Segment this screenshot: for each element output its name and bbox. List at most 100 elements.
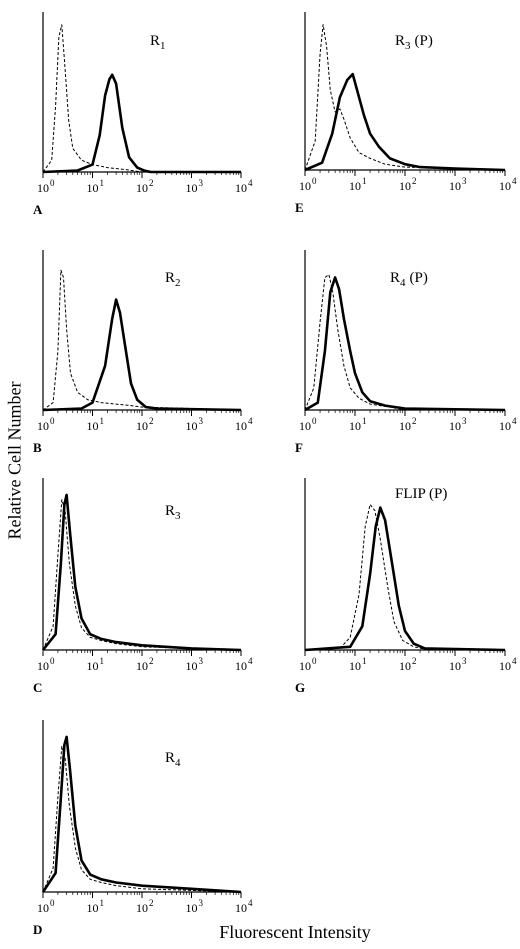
x-tick-exponent: 1 xyxy=(362,656,367,666)
panel-letter: C xyxy=(33,680,42,695)
x-tick-label: 10 xyxy=(136,901,148,915)
x-tick-exponent: 1 xyxy=(100,656,105,666)
x-tick-label: 10 xyxy=(299,659,311,673)
x-tick-label: 10 xyxy=(235,901,247,915)
sample-histogram-line xyxy=(304,506,506,652)
x-tick-exponent: 1 xyxy=(100,178,105,188)
x-tick-exponent: 4 xyxy=(248,416,253,426)
x-tick-exponent: 2 xyxy=(149,898,154,908)
x-tick-exponent: 2 xyxy=(149,656,154,666)
panel-title: R4 xyxy=(165,750,181,769)
x-tick-label: 10 xyxy=(186,659,198,673)
x-tick-exponent: 0 xyxy=(312,656,317,666)
x-tick-label: 10 xyxy=(499,419,511,433)
x-axis-label: Fluorescent Intensity xyxy=(219,922,371,942)
control-histogram-line xyxy=(304,503,505,651)
panel-title: R4 (P) xyxy=(390,270,428,289)
x-tick-label: 10 xyxy=(87,419,99,433)
sample-histogram-line xyxy=(41,493,242,652)
sample-histogram-line xyxy=(42,73,241,174)
x-tick-exponent: 2 xyxy=(149,178,154,188)
x-tick-label: 10 xyxy=(136,181,148,195)
x-tick-label: 10 xyxy=(499,179,511,193)
control-histogram-line xyxy=(304,274,505,411)
x-tick-label: 10 xyxy=(449,419,461,433)
panel-title: R3 xyxy=(165,503,181,522)
x-tick-label: 10 xyxy=(399,419,411,433)
x-tick-exponent: 0 xyxy=(50,898,55,908)
sample-histogram-line xyxy=(304,72,506,172)
control-histogram-line xyxy=(42,499,242,651)
panel-title: R3 (P) xyxy=(395,33,433,52)
x-tick-label: 10 xyxy=(37,659,49,673)
x-tick-label: 10 xyxy=(299,419,311,433)
panel-title: R1 xyxy=(150,33,166,52)
x-tick-label: 10 xyxy=(349,659,361,673)
x-tick-label: 10 xyxy=(349,419,361,433)
x-tick-exponent: 3 xyxy=(199,178,204,188)
x-tick-label: 10 xyxy=(87,181,99,195)
x-tick-label: 10 xyxy=(37,181,49,195)
x-tick-exponent: 4 xyxy=(512,656,517,666)
x-tick-exponent: 3 xyxy=(199,656,204,666)
sample-histogram-line xyxy=(42,298,242,412)
x-tick-exponent: 1 xyxy=(100,416,105,426)
x-tick-exponent: 2 xyxy=(412,176,417,186)
x-tick-exponent: 3 xyxy=(462,416,467,426)
x-tick-label: 10 xyxy=(136,659,148,673)
x-tick-label: 10 xyxy=(87,659,99,673)
panel-letter: E xyxy=(295,200,304,215)
x-tick-exponent: 1 xyxy=(362,176,367,186)
x-tick-label: 10 xyxy=(299,179,311,193)
control-histogram-line xyxy=(42,745,242,893)
x-tick-label: 10 xyxy=(186,419,198,433)
y-axis-label: Relative Cell Number xyxy=(4,381,25,540)
x-tick-exponent: 3 xyxy=(462,656,467,666)
panel-letter: F xyxy=(295,440,303,455)
panel-letter: G xyxy=(295,680,305,695)
x-tick-exponent: 4 xyxy=(512,416,517,426)
x-tick-label: 10 xyxy=(37,419,49,433)
x-tick-exponent: 0 xyxy=(312,416,317,426)
x-tick-label: 10 xyxy=(449,179,461,193)
panel-letter: A xyxy=(33,202,43,217)
x-tick-exponent: 3 xyxy=(199,416,204,426)
x-tick-exponent: 4 xyxy=(248,898,253,908)
x-tick-label: 10 xyxy=(235,419,247,433)
x-tick-label: 10 xyxy=(136,419,148,433)
x-tick-exponent: 0 xyxy=(50,416,55,426)
x-tick-exponent: 3 xyxy=(462,176,467,186)
sample-histogram-line xyxy=(41,735,242,894)
x-tick-label: 10 xyxy=(235,659,247,673)
x-tick-label: 10 xyxy=(399,179,411,193)
sample-histogram-line xyxy=(304,276,506,412)
panel-letter: B xyxy=(33,440,42,455)
control-histogram-line xyxy=(304,24,506,171)
control-histogram-line xyxy=(42,269,242,411)
x-tick-label: 10 xyxy=(235,181,247,195)
x-tick-label: 10 xyxy=(449,659,461,673)
x-tick-exponent: 2 xyxy=(149,416,154,426)
x-tick-label: 10 xyxy=(87,901,99,915)
x-tick-exponent: 1 xyxy=(362,416,367,426)
x-tick-exponent: 3 xyxy=(199,898,204,908)
x-tick-label: 10 xyxy=(186,901,198,915)
x-tick-label: 10 xyxy=(499,659,511,673)
control-histogram-line xyxy=(42,24,241,173)
x-tick-label: 10 xyxy=(399,659,411,673)
x-tick-exponent: 4 xyxy=(512,176,517,186)
x-tick-exponent: 2 xyxy=(412,656,417,666)
panel-title: FLIP (P) xyxy=(395,486,447,502)
x-tick-exponent: 1 xyxy=(100,898,105,908)
x-tick-exponent: 0 xyxy=(50,178,55,188)
x-tick-exponent: 0 xyxy=(50,656,55,666)
panel-letter: D xyxy=(33,922,42,937)
x-tick-exponent: 2 xyxy=(412,416,417,426)
